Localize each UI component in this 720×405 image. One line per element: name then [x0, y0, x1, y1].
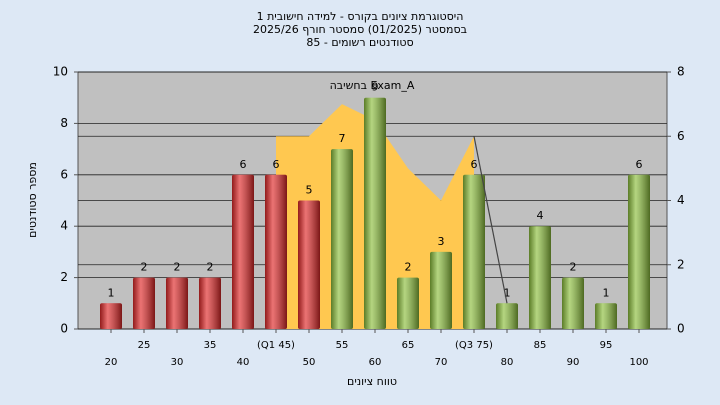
x-tick-label: 90: [567, 357, 580, 368]
x-tick-label: 30: [171, 357, 184, 368]
x-tick-label: 60: [369, 357, 382, 368]
y2-tick-label: 8: [677, 65, 685, 79]
y-tick-label: 6: [60, 167, 68, 181]
data-label: 1: [108, 286, 115, 299]
x-tick-label: 20: [105, 357, 118, 368]
x-tick-label: 55: [336, 340, 349, 351]
bar-shade: [232, 174, 254, 329]
x-tick-label: (Q3 75): [455, 340, 493, 351]
data-label: 1: [504, 286, 511, 299]
data-label: 9: [372, 81, 379, 94]
bar-shade: [463, 174, 485, 329]
bar-shade: [298, 200, 320, 329]
bar-shade: [595, 303, 617, 329]
bar-shade: [397, 277, 419, 329]
x-tick-label: 80: [501, 357, 514, 368]
y2-tick-label: 0: [677, 322, 685, 336]
data-label: 2: [174, 261, 181, 274]
x-tick-label: 95: [600, 340, 613, 351]
x-tick-label: (Q1 45): [257, 340, 295, 351]
data-label: 4: [537, 209, 544, 222]
bar-shade: [364, 97, 386, 329]
data-label: 2: [570, 261, 577, 274]
bar-shade: [133, 277, 155, 329]
y-tick-label: 0: [60, 322, 68, 336]
x-tick-label: 50: [303, 357, 316, 368]
data-label: 6: [273, 158, 280, 171]
x-tick-label: 100: [629, 357, 648, 368]
bar-shade: [265, 174, 287, 329]
x-tick-label: 40: [237, 357, 250, 368]
x-tick-label: 35: [204, 340, 217, 351]
bar-shade: [628, 174, 650, 329]
bar-shade: [331, 149, 353, 329]
bar-shade: [166, 277, 188, 329]
data-label: 2: [141, 261, 148, 274]
y2-tick-label: 4: [677, 193, 685, 207]
y-tick-label: 4: [60, 219, 68, 233]
data-label: 6: [471, 158, 478, 171]
y2-tick-label: 6: [677, 129, 685, 143]
data-label: 2: [207, 261, 214, 274]
chart-title: היסטוגרמת ציונים בקורס - למידה חישובית 1: [257, 10, 464, 23]
data-label: 3: [438, 235, 445, 248]
x-axis-label: טווח ציונים: [347, 375, 397, 388]
bar-shade: [529, 226, 551, 329]
data-label: 7: [339, 132, 346, 145]
line: [473, 136, 508, 304]
chart-subtitle: בסמסטר (01/2025) סמסטר חורף 2025/26: [253, 23, 467, 36]
x-tick-label: 70: [435, 357, 448, 368]
bar-shade: [199, 277, 221, 329]
y-tick-label: 10: [53, 65, 68, 79]
data-label: 6: [636, 158, 643, 171]
data-label: 6: [240, 158, 247, 171]
x-tick-label: 85: [534, 340, 547, 351]
y-tick-label: 2: [60, 270, 68, 284]
y-axis-label: מספר סטודנטים: [26, 162, 39, 238]
data-label: 5: [306, 184, 313, 197]
x-tick-label: 25: [138, 340, 151, 351]
y2-tick-label: 2: [677, 257, 685, 271]
bar-shade: [430, 251, 452, 329]
chart-subtitle: סטודנטים רשומים - 85: [306, 36, 413, 49]
x-tick-label: 65: [402, 340, 415, 351]
annotation: בחשיבה Exam_A: [330, 79, 415, 92]
bar-shade: [496, 303, 518, 329]
data-label: 2: [405, 261, 412, 274]
data-label: 1: [603, 286, 610, 299]
bar-shade: [100, 303, 122, 329]
y-tick-label: 8: [60, 116, 68, 130]
bar-shade: [562, 277, 584, 329]
